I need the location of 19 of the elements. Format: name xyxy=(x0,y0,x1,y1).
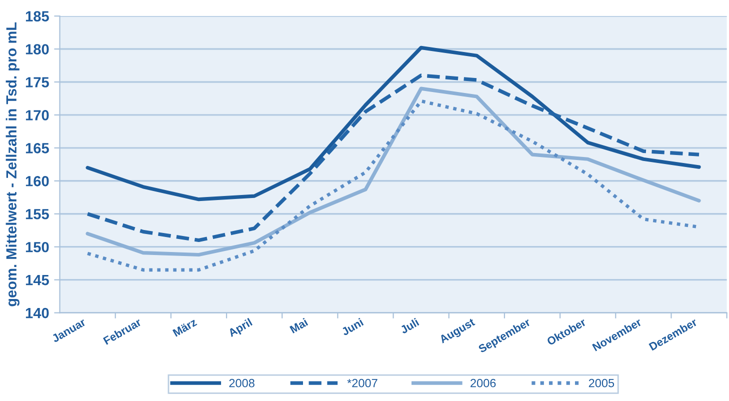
y-axis-title: geom. Mittelwert - Zellzahl in Tsd. pro mL xyxy=(6,22,20,306)
x-tick-label: März xyxy=(172,318,198,337)
y-tick-label: 175 xyxy=(26,77,49,88)
legend-label: 2006 xyxy=(470,378,496,388)
y-tick-label: 140 xyxy=(26,308,49,318)
y-tick-label: 165 xyxy=(26,143,49,154)
y-tick-label: 145 xyxy=(26,275,49,286)
y-tick-label: 185 xyxy=(26,11,49,22)
legend-label: 2005 xyxy=(588,378,614,388)
x-tick-label: Juni xyxy=(340,318,364,336)
y-tick-label: 180 xyxy=(26,44,49,54)
y-tick-label: 160 xyxy=(26,176,49,186)
legend-label: 2008 xyxy=(229,378,254,388)
legend-label: *2007 xyxy=(347,378,378,388)
x-tick-label: Juli xyxy=(399,318,420,334)
y-tick-label: 150 xyxy=(26,242,49,252)
x-tick-label: Mai xyxy=(289,318,308,334)
y-tick-label: 170 xyxy=(26,110,49,120)
y-tick-label: 155 xyxy=(26,209,49,220)
